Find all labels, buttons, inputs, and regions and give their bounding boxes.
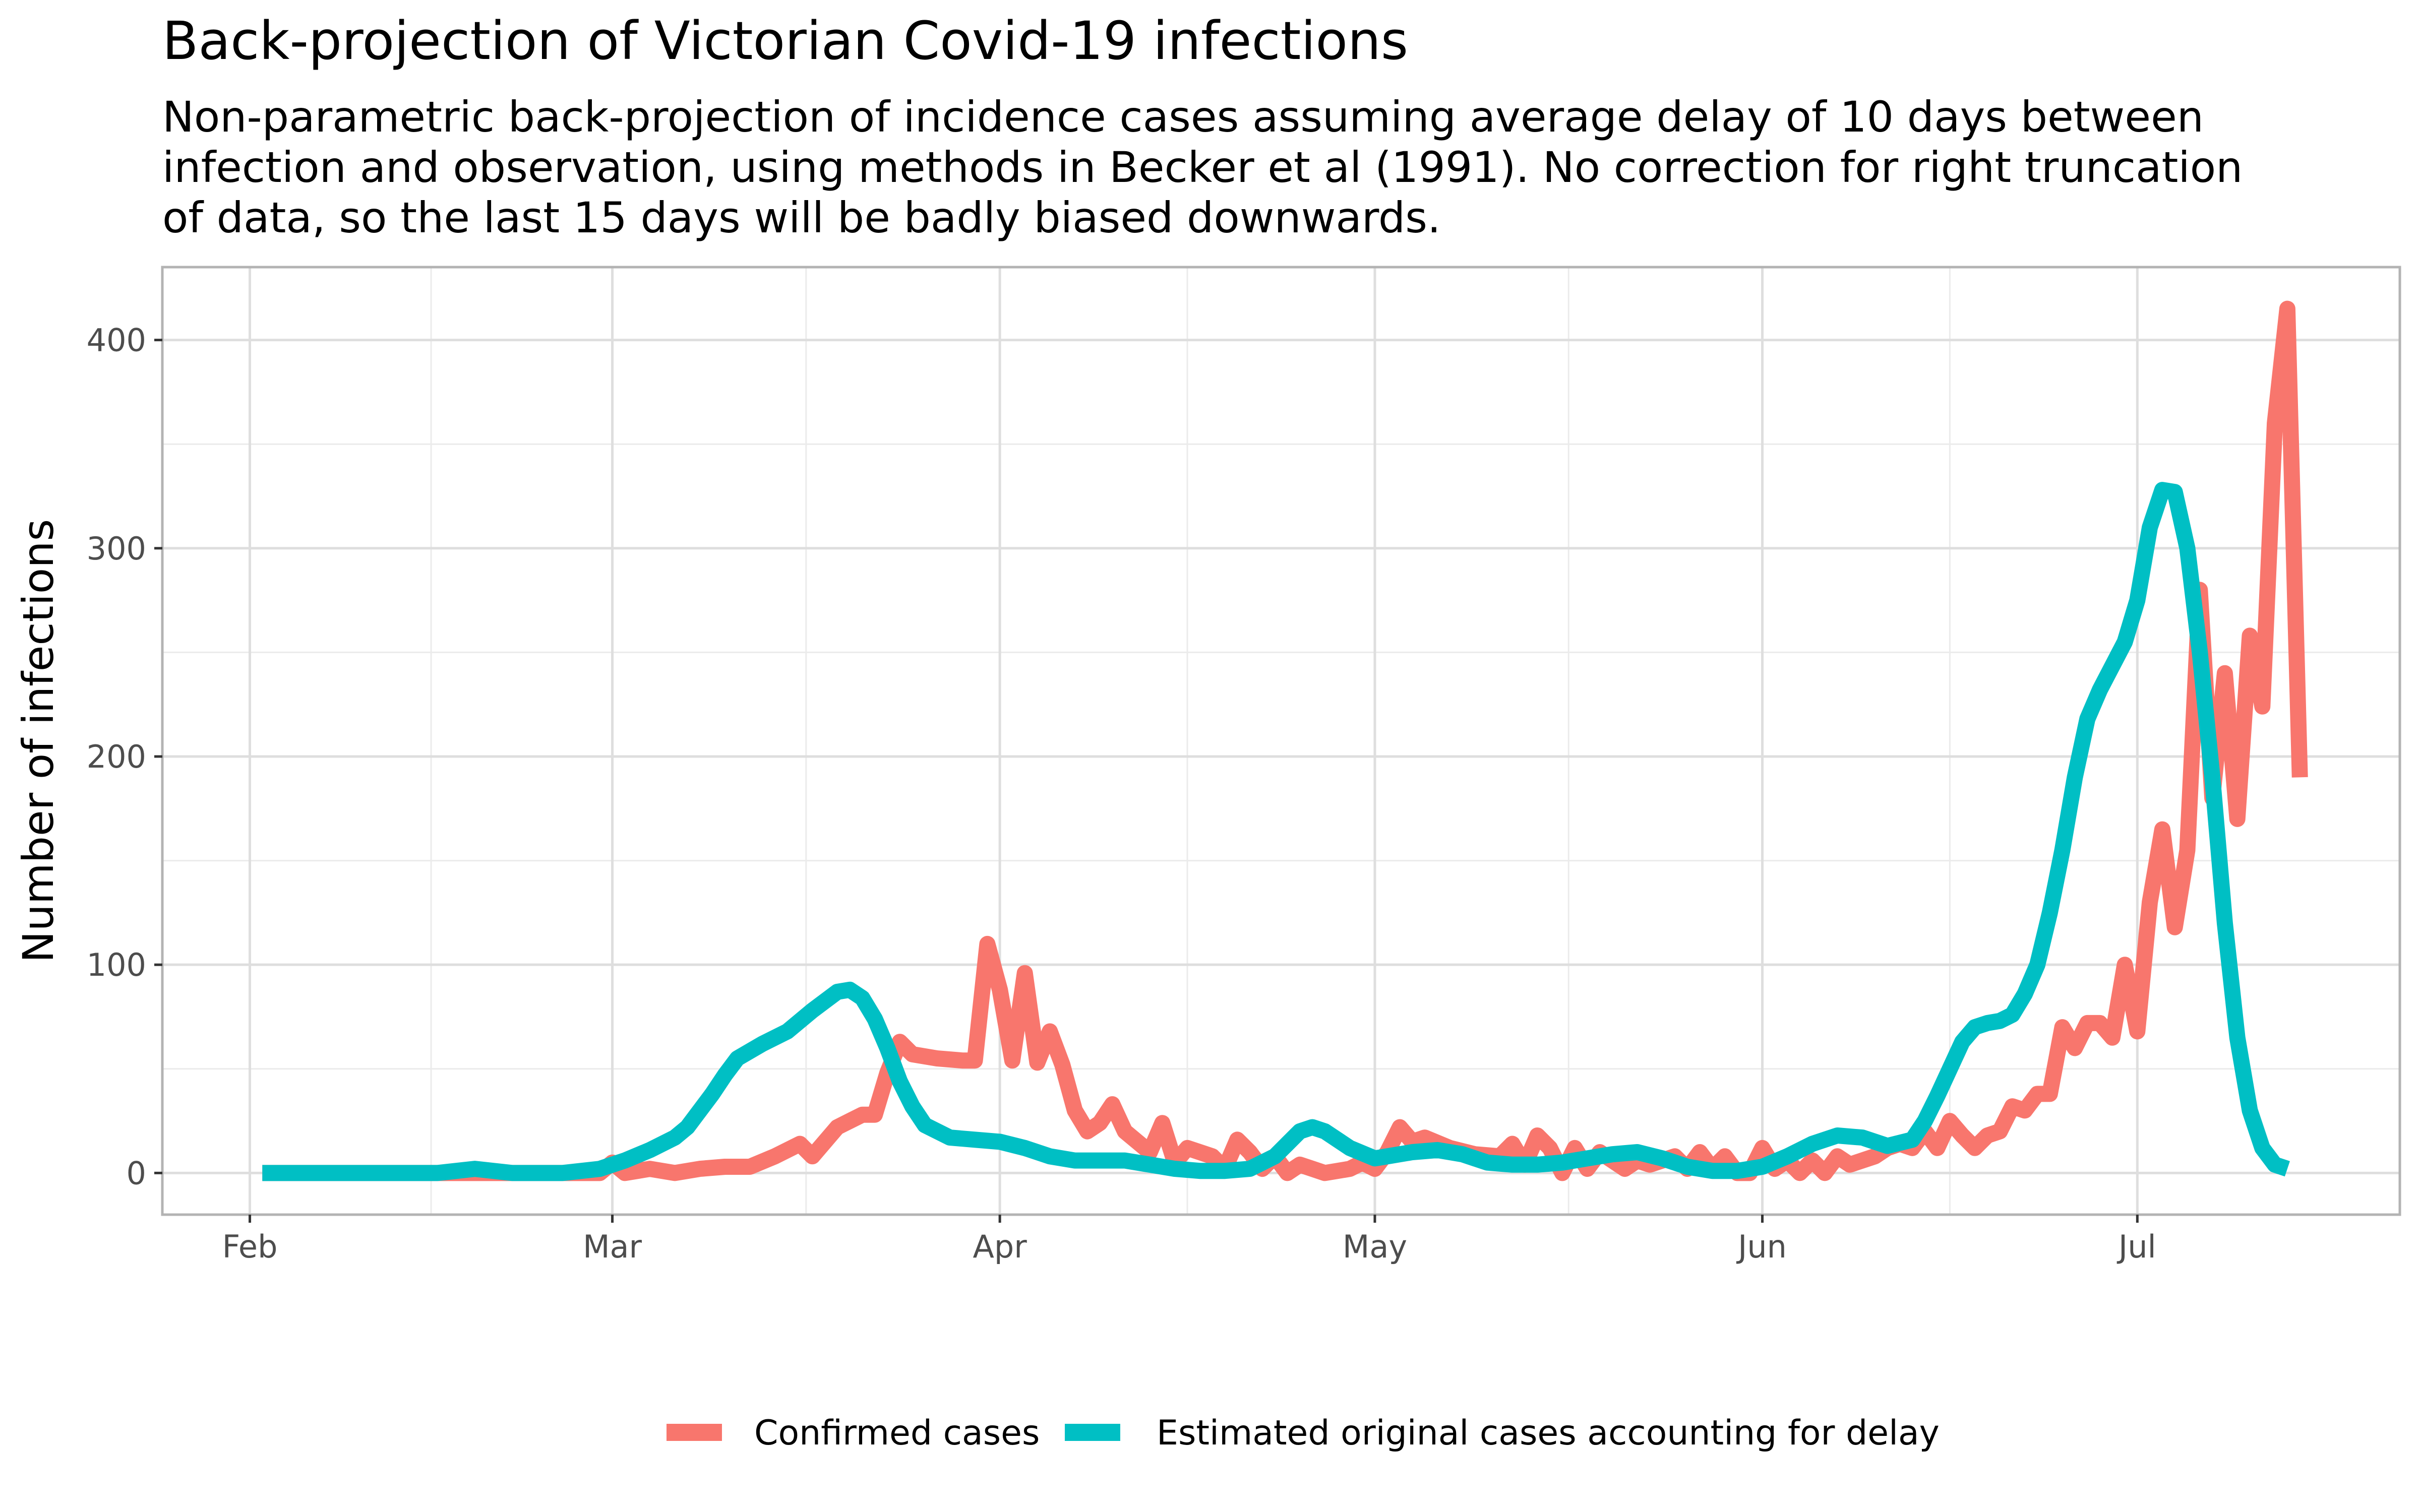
x-tick-label: Feb [222, 1228, 278, 1265]
legend-label-estimated: Estimated original cases accounting for … [1157, 1413, 1940, 1453]
x-tick-label: Apr [973, 1228, 1027, 1265]
legend: Confirmed cases Estimated original cases… [667, 1413, 1940, 1453]
y-tick-label: 300 [87, 530, 146, 567]
legend-label-confirmed: Confirmed cases [754, 1413, 1040, 1453]
plot-background [162, 267, 2400, 1215]
x-tick-label: Jun [1736, 1228, 1787, 1265]
x-axis: Feb Mar Apr May Jun Jul [222, 1215, 2156, 1265]
y-axis-title: Number of infections [14, 519, 63, 963]
x-tick-label: Jul [2116, 1228, 2156, 1265]
x-tick-label: Mar [583, 1228, 642, 1265]
y-tick-label: 100 [87, 947, 146, 983]
y-tick-label: 200 [87, 738, 146, 775]
x-tick-label: May [1343, 1228, 1407, 1265]
y-tick-label: 0 [127, 1155, 146, 1191]
y-tick-label: 400 [87, 322, 146, 359]
y-axis: 0 100 200 300 400 [87, 322, 162, 1192]
